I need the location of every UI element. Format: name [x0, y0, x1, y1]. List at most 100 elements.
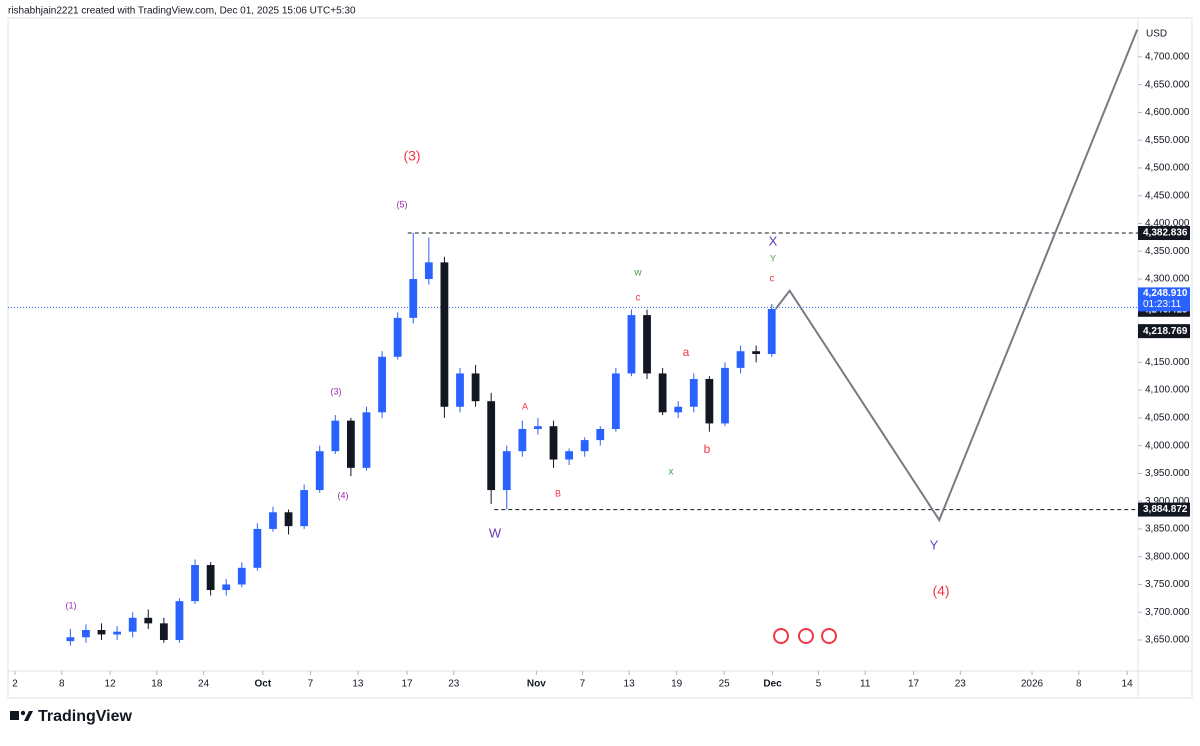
candle-body	[175, 601, 184, 641]
candle-body	[284, 512, 293, 527]
wave-label: (3)	[403, 148, 420, 164]
y-tick-label: 3,750.000	[1145, 579, 1190, 590]
wave-label: a	[683, 345, 690, 359]
wave-label: (5)	[397, 199, 408, 209]
countdown: 01:23:11	[1143, 299, 1182, 310]
level-label: 4,382.836	[1143, 228, 1188, 239]
candle-body	[300, 490, 309, 527]
y-tick-label: 3,800.000	[1145, 551, 1190, 562]
y-tick-label: 3,700.000	[1145, 607, 1190, 618]
x-tick-label: 18	[151, 679, 163, 690]
candle-body	[456, 373, 464, 407]
y-tick-label: 4,350.000	[1145, 246, 1190, 257]
candle-body	[767, 309, 776, 354]
x-tick-label: 7	[308, 679, 314, 690]
x-tick-label: 7	[580, 679, 586, 690]
event-icon	[773, 628, 789, 644]
logo: TradingView	[10, 708, 133, 725]
last-price-tag	[1138, 287, 1190, 312]
x-tick-label: 23	[448, 679, 460, 690]
level-label: 3,884.872	[1143, 504, 1188, 515]
candle-body	[66, 637, 75, 642]
candle-body	[721, 367, 729, 424]
x-tick-label: 14	[1122, 679, 1134, 690]
y-tick-label: 3,850.000	[1145, 524, 1190, 535]
x-tick-label: 5	[816, 679, 822, 690]
candle-body	[611, 373, 620, 429]
candle-body	[331, 420, 340, 452]
x-tick-label: Dec	[763, 679, 782, 690]
candle-body	[518, 428, 527, 452]
candle-body	[596, 428, 605, 441]
x-tick-label: 11	[860, 679, 871, 690]
candle-body	[534, 426, 542, 429]
y-tick-label: 4,100.000	[1145, 385, 1190, 396]
wave-label: B	[555, 488, 561, 498]
x-tick-label: 17	[908, 679, 920, 690]
candle-body	[378, 356, 386, 413]
x-tick-label: 13	[352, 679, 364, 690]
candle-body	[82, 630, 90, 638]
y-tick-label: 3,650.000	[1145, 635, 1190, 646]
x-tick-label: 24	[198, 679, 210, 690]
candle-body	[736, 351, 745, 368]
wave-label: (4)	[338, 490, 349, 500]
footer-logo: TradingView	[38, 708, 133, 725]
y-tick-label: 4,150.000	[1145, 357, 1190, 368]
candle-body	[424, 262, 433, 280]
candle-body	[627, 315, 636, 374]
candle-body	[222, 584, 231, 591]
x-tick-label: Oct	[254, 679, 271, 690]
candle-body	[549, 426, 558, 460]
candle-body	[362, 412, 371, 468]
x-tick-label: 23	[955, 679, 967, 690]
candle-body	[206, 565, 215, 591]
candle-body	[643, 315, 651, 374]
x-tick-label: 2026	[1021, 679, 1044, 690]
wave-label: Y	[770, 253, 776, 263]
frame	[7, 17, 1193, 699]
candle-body	[315, 451, 324, 491]
candle-body	[409, 279, 418, 318]
candle-body	[689, 378, 698, 407]
candle-body	[565, 451, 573, 460]
y-tick-label: 3,950.000	[1145, 468, 1190, 479]
candle-body	[128, 617, 137, 632]
last-price-label: 4,248.910	[1143, 288, 1188, 299]
wave-label: Y	[930, 537, 939, 552]
wave-label: W	[489, 525, 502, 540]
level-tag	[1138, 226, 1190, 241]
candle-body	[471, 373, 480, 402]
event-icon	[821, 628, 837, 644]
wave-label: c	[636, 293, 641, 304]
candle-body	[674, 406, 683, 413]
wave-label: A	[522, 401, 528, 411]
y-tick-label: 4,650.000	[1145, 79, 1190, 90]
wave-label: (1)	[66, 600, 77, 610]
x-tick-label: 19	[671, 679, 683, 690]
x-tick-label: 12	[105, 679, 117, 690]
candle-body	[705, 378, 714, 424]
x-tick-label: 13	[624, 679, 636, 690]
wave-label: (4)	[932, 583, 949, 599]
x-tick-label: Nov	[527, 679, 546, 690]
projection-line	[774, 29, 1139, 523]
y-tick-label: 4,400.000	[1145, 218, 1190, 229]
x-tick-label: 2	[12, 679, 18, 690]
y-tick-label: 4,550.000	[1145, 135, 1190, 146]
x-tick-label: 8	[1076, 679, 1082, 690]
candle-body	[159, 623, 168, 641]
currency: USD	[1146, 29, 1167, 40]
price-tag	[1138, 324, 1190, 339]
candle-body	[113, 631, 121, 635]
y-tick-label: 4,050.000	[1145, 413, 1190, 424]
candle-body	[658, 373, 667, 413]
events	[773, 628, 837, 644]
candle-body	[580, 440, 589, 452]
y-tick-label: 4,300.000	[1145, 274, 1190, 285]
level-tag	[1138, 502, 1190, 517]
candle-body	[253, 528, 262, 568]
candle-body	[237, 567, 246, 585]
y-tick-label: 4,500.000	[1145, 163, 1190, 174]
